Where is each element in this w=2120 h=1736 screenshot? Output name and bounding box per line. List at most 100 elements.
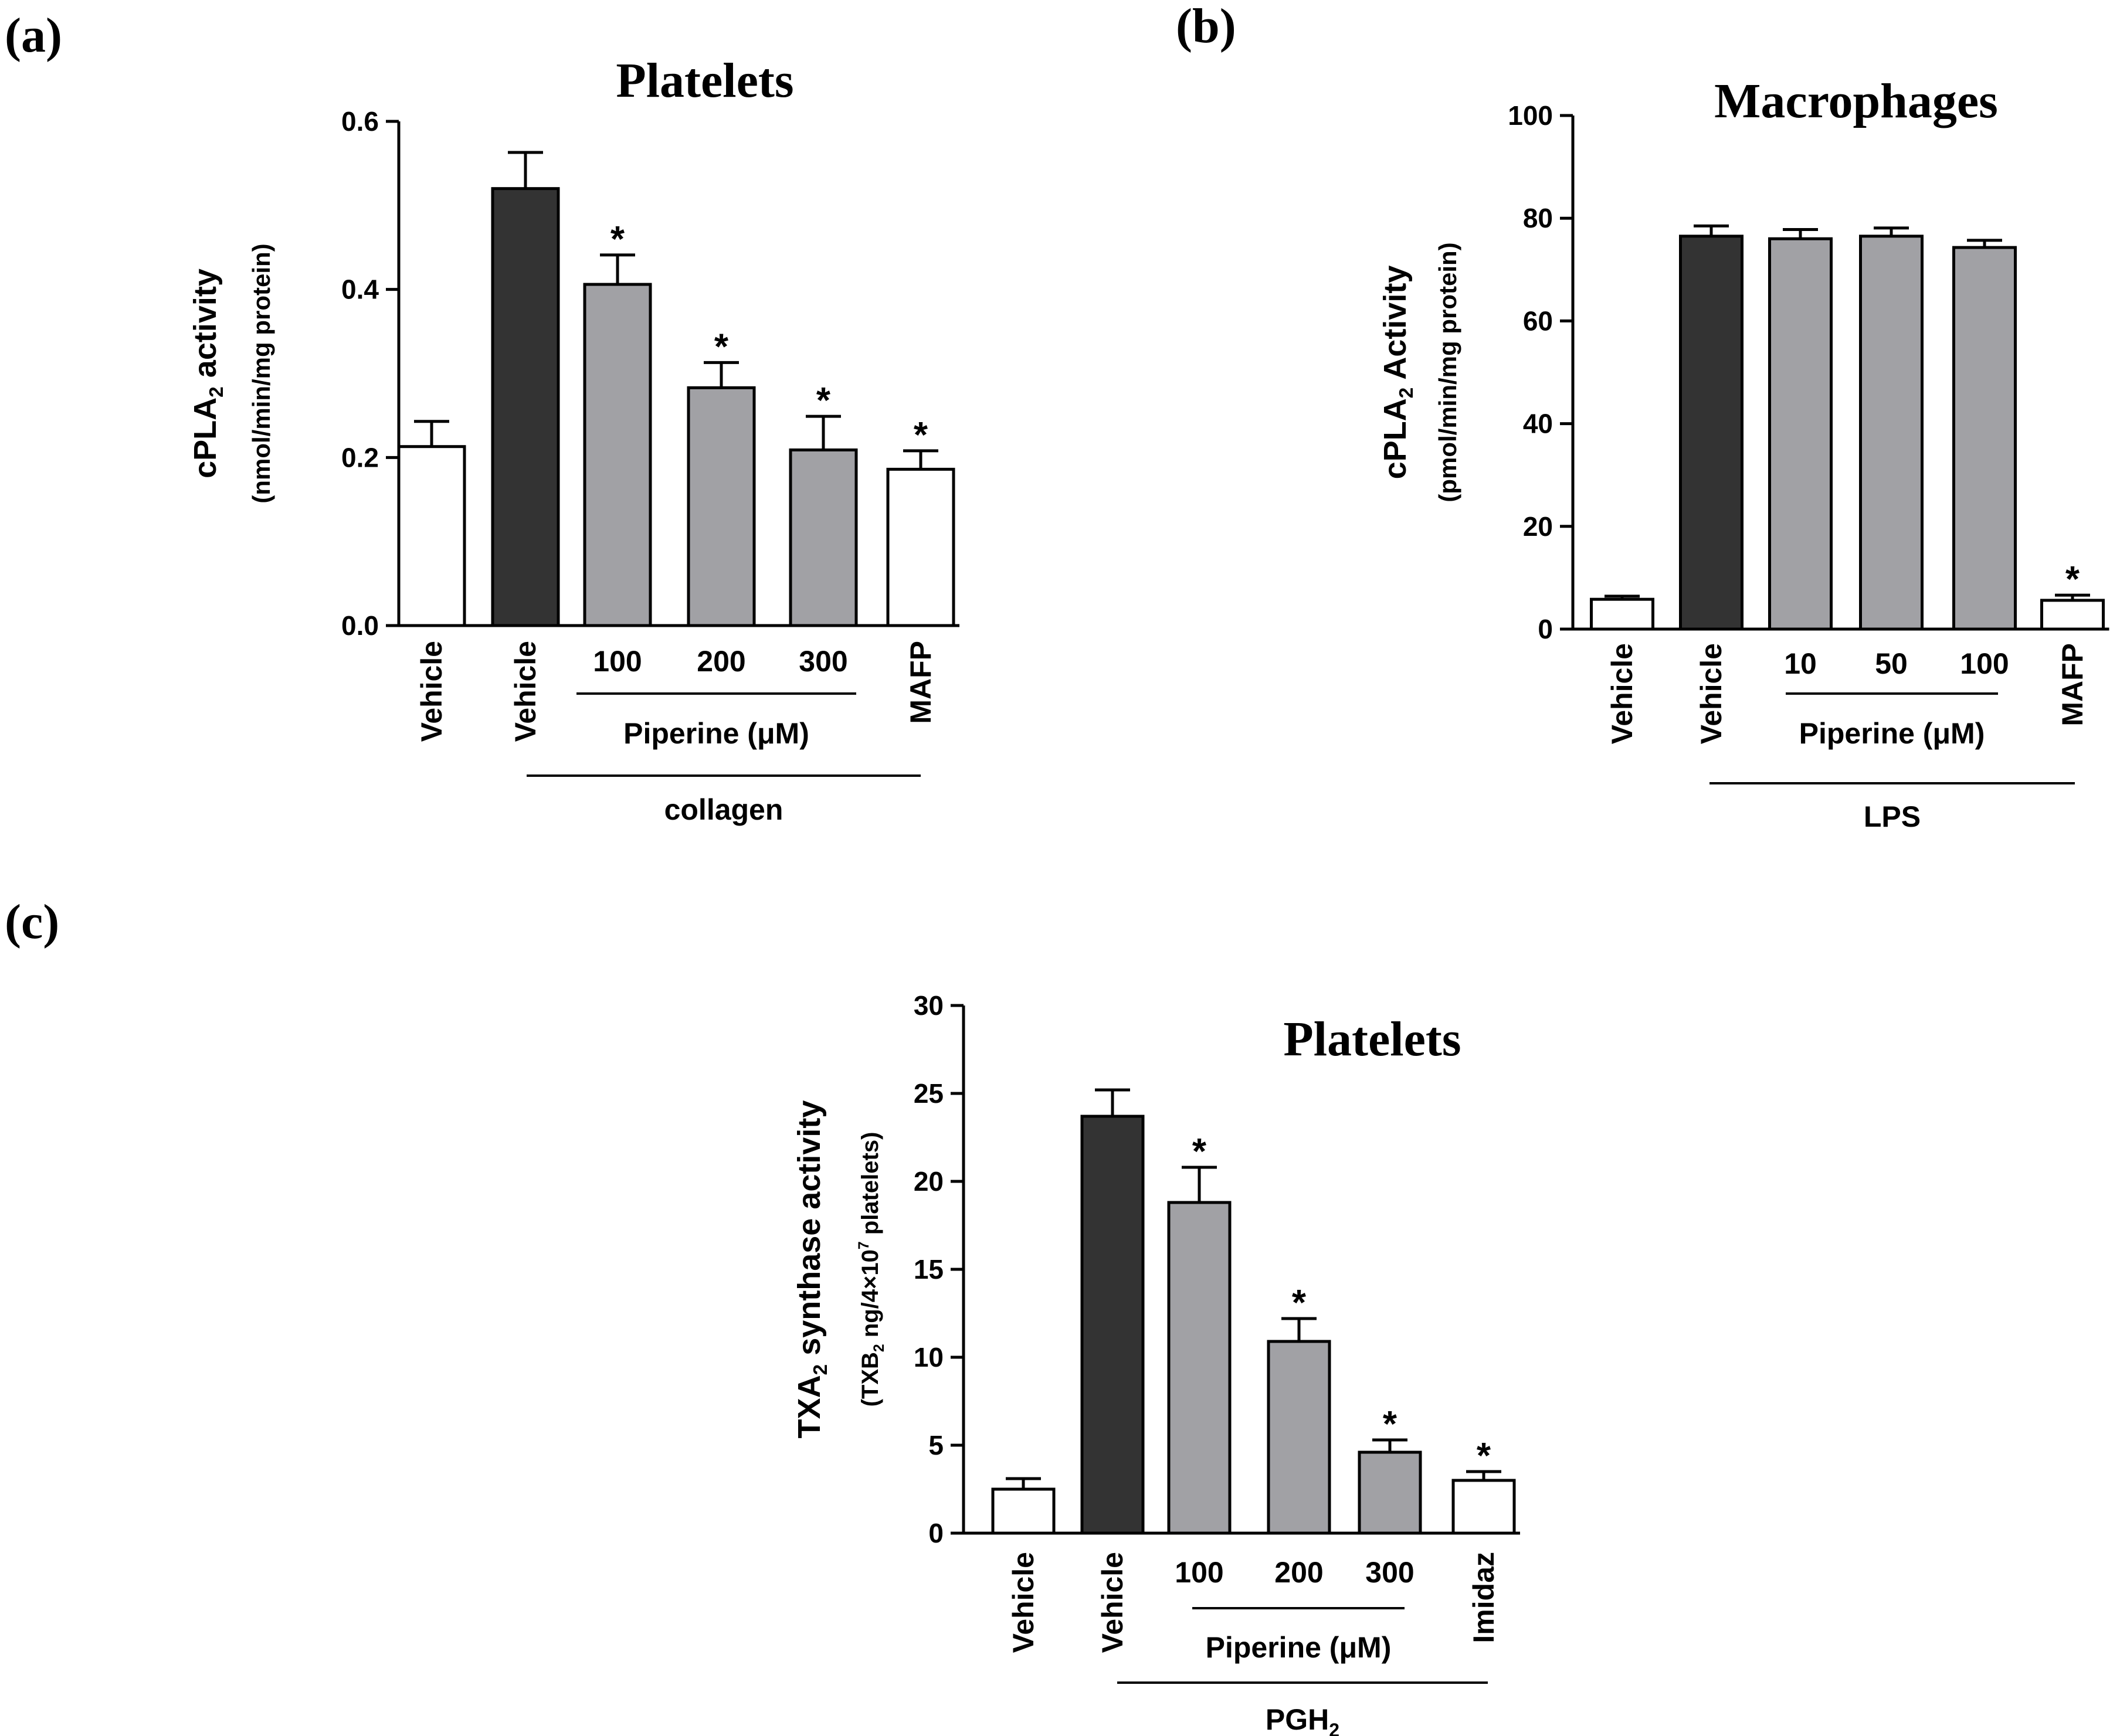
significance-star: * bbox=[816, 381, 831, 421]
y-tick-label: 10 bbox=[914, 1342, 944, 1373]
bar bbox=[687, 386, 756, 627]
y-axis-units-superscript: 7 bbox=[856, 1241, 872, 1249]
y-tick-label: 60 bbox=[1523, 305, 1553, 336]
y-axis-units: (TXB2 ng/4×107 platelets) bbox=[856, 1132, 887, 1407]
y-axis-label-text: cPLA bbox=[188, 398, 223, 478]
y-tick-label: 20 bbox=[914, 1166, 944, 1197]
bar bbox=[1952, 246, 2017, 631]
bar bbox=[583, 283, 652, 627]
y-axis-units-text: platelets) bbox=[857, 1132, 883, 1242]
y-axis-label-text: synthase activity bbox=[792, 1100, 827, 1364]
dose-group-label: Piperine (μM) bbox=[1799, 717, 1985, 750]
x-category-label: MAFP bbox=[2056, 643, 2089, 726]
significance-star: * bbox=[1292, 1283, 1307, 1323]
x-category-label: Vehicle bbox=[1096, 1552, 1129, 1653]
x-category-label: 50 bbox=[1875, 647, 1908, 680]
x-category-label: 10 bbox=[1784, 647, 1817, 680]
treatment-group-label-text: PGH bbox=[1266, 1703, 1329, 1736]
panel-label-c: (c) bbox=[5, 895, 59, 949]
x-category-label: 100 bbox=[1960, 647, 2009, 680]
treatment-group-label: collagen bbox=[664, 793, 783, 826]
treatment-group-label-text: LPS bbox=[1864, 800, 1921, 833]
y-tick-label: 15 bbox=[914, 1254, 944, 1285]
y-axis-label: cPLA2 activity bbox=[188, 269, 228, 478]
y-axis-label-subscript: 2 bbox=[1396, 388, 1417, 399]
x-category-label: 300 bbox=[1365, 1556, 1414, 1589]
y-axis-label-subscript: 2 bbox=[810, 1364, 832, 1375]
panel-label-b: (b) bbox=[1176, 0, 1236, 53]
y-axis-units-subscript: 2 bbox=[871, 1344, 887, 1352]
y-axis-units-text: ng/4×10 bbox=[857, 1249, 883, 1344]
y-tick-label: 0 bbox=[928, 1518, 944, 1548]
y-tick-label: 30 bbox=[914, 990, 944, 1021]
x-category-label: Imidaz bbox=[1467, 1552, 1500, 1643]
y-axis-label-text: TXA bbox=[792, 1375, 827, 1438]
panel-label-a: (a) bbox=[5, 8, 62, 63]
x-category-label: 100 bbox=[1175, 1556, 1223, 1589]
x-category-label: 200 bbox=[697, 645, 745, 678]
significance-star: * bbox=[1383, 1404, 1397, 1445]
bar bbox=[1590, 597, 1654, 631]
dose-group-label: Piperine (μM) bbox=[1206, 1631, 1392, 1664]
chart-title: Platelets bbox=[1283, 1012, 1461, 1066]
y-axis-label-text: activity bbox=[188, 269, 223, 386]
y-axis-label: TXA2 synthase activity bbox=[792, 1100, 832, 1439]
bar bbox=[1679, 235, 1744, 631]
y-axis-label-text: Activity bbox=[1378, 266, 1413, 388]
chart-title: Macrophages bbox=[1714, 74, 1998, 128]
x-category-label: MAFP bbox=[904, 641, 937, 724]
y-tick-label: 100 bbox=[1508, 100, 1553, 131]
x-category-label: 200 bbox=[1274, 1556, 1323, 1589]
bar bbox=[1267, 1340, 1331, 1535]
x-category-label: Vehicle bbox=[509, 641, 542, 742]
dose-group-label: Piperine (μM) bbox=[623, 717, 809, 750]
bar bbox=[1859, 235, 1924, 631]
y-axis-label: cPLA2 Activity bbox=[1378, 266, 1417, 480]
y-axis-label-text: cPLA bbox=[1378, 398, 1413, 479]
treatment-group-label-subscript: 2 bbox=[1329, 1720, 1339, 1736]
significance-star: * bbox=[914, 415, 928, 456]
chart-a: Platelets 0.0 0.2 0.4 0.6 cPLA2 activity (nmol… bbox=[188, 53, 959, 826]
y-tick-label: 40 bbox=[1523, 409, 1553, 439]
y-tick-label: 0.6 bbox=[341, 106, 379, 137]
bar bbox=[2040, 599, 2105, 631]
treatment-group-label-text: collagen bbox=[664, 793, 783, 826]
y-tick-label: 0 bbox=[1538, 614, 1553, 644]
treatment-group-label: PGH2 bbox=[1266, 1703, 1339, 1736]
x-category-label: 100 bbox=[593, 645, 642, 678]
bar bbox=[991, 1487, 1056, 1535]
x-category-label: Vehicle bbox=[1007, 1552, 1040, 1653]
bar bbox=[1768, 237, 1833, 631]
x-category-label: Vehicle bbox=[1695, 643, 1728, 744]
y-axis-units: (pmol/min/mg protein) bbox=[1434, 242, 1461, 502]
x-category-label: 300 bbox=[799, 645, 847, 678]
bar bbox=[886, 467, 955, 627]
y-tick-label: 25 bbox=[914, 1078, 944, 1109]
x-category-label: Vehicle bbox=[415, 641, 448, 742]
x-category-label: Vehicle bbox=[1606, 643, 1639, 744]
y-axis-units: (nmol/min/mg protein) bbox=[247, 243, 275, 503]
bar bbox=[1358, 1450, 1422, 1535]
y-tick-label: 20 bbox=[1523, 511, 1553, 542]
treatment-group-label: LPS bbox=[1864, 800, 1921, 833]
chart-title: Platelets bbox=[616, 53, 793, 108]
bar bbox=[789, 448, 858, 627]
bar bbox=[397, 445, 466, 627]
significance-star: * bbox=[1477, 1436, 1491, 1476]
bar bbox=[1080, 1115, 1145, 1535]
significance-star: * bbox=[610, 219, 625, 260]
bar bbox=[1451, 1479, 1516, 1535]
y-axis-label-subscript: 2 bbox=[206, 386, 228, 398]
bar bbox=[1167, 1201, 1232, 1535]
y-tick-label: 5 bbox=[928, 1430, 944, 1460]
significance-star: * bbox=[1192, 1132, 1207, 1172]
chart-b: Macrophages 0 20 40 60 80 100 cPLA2 Activity (pm… bbox=[1378, 74, 2109, 833]
bar bbox=[491, 187, 560, 627]
y-tick-label: 0.2 bbox=[341, 442, 379, 473]
y-tick-label: 80 bbox=[1523, 203, 1553, 233]
significance-star: * bbox=[714, 327, 729, 367]
y-axis-units-text: (TXB bbox=[857, 1352, 883, 1407]
y-tick-label: 0.0 bbox=[341, 610, 379, 641]
